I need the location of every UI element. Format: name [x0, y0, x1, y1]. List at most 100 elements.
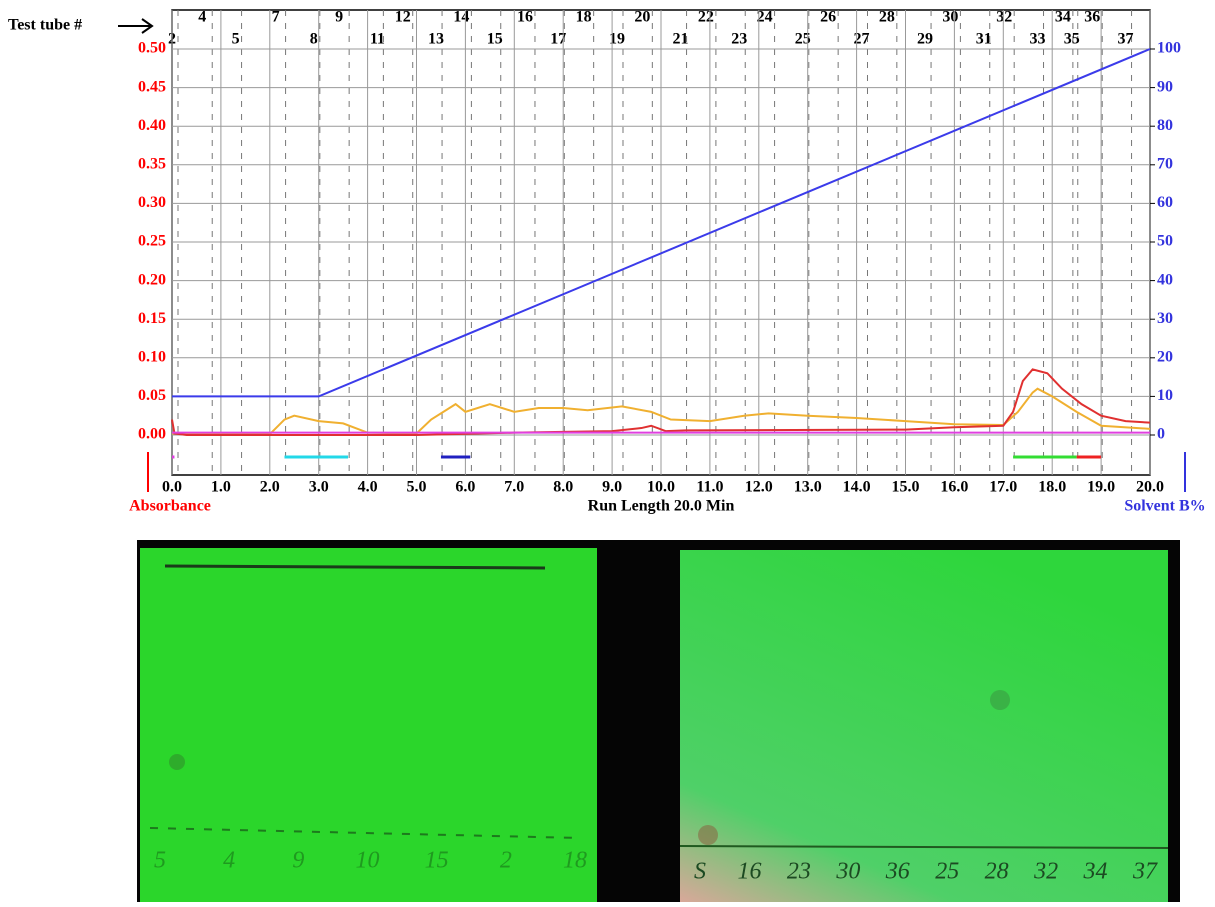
tube-label: 36 [1084, 9, 1100, 26]
lane-label: S [694, 859, 706, 885]
tube-label: 5 [232, 31, 240, 48]
y-tick-label: 0.05 [138, 387, 166, 404]
lane-label: 9 [292, 848, 304, 874]
spot [698, 825, 718, 845]
y-tick-label: 0.40 [138, 117, 166, 134]
lane-label: 10 [356, 848, 380, 874]
x-tick-label: 5.0 [407, 479, 427, 496]
y2-tick-label: 60 [1157, 194, 1173, 211]
x-tick-label: 15.0 [892, 479, 920, 496]
tube-label: 37 [1118, 31, 1134, 48]
lane-label: 28 [985, 859, 1009, 885]
tlc-plate [140, 548, 597, 902]
y2-tick-label: 10 [1157, 387, 1173, 404]
x-axis-title: Run Length 20.0 Min [588, 498, 735, 515]
x-tick-label: 1.0 [211, 479, 231, 496]
y-tick-label: 0.25 [138, 233, 166, 250]
tube-label: 18 [576, 9, 592, 26]
y-tick-label: 0.15 [138, 310, 166, 327]
lane-label: 34 [1083, 859, 1108, 885]
lane-label: 23 [787, 859, 811, 885]
x-tick-label: 12.0 [745, 479, 773, 496]
x-tick-label: 10.0 [647, 479, 675, 496]
tube-label: 7 [272, 9, 280, 26]
x-tick-label: 2.0 [260, 479, 280, 496]
x-tick-label: 18.0 [1038, 479, 1066, 496]
tube-label: 12 [395, 9, 411, 26]
tube-label: 15 [487, 31, 503, 48]
tube-label: 22 [698, 9, 714, 26]
y-tick-label: 0.00 [138, 426, 166, 443]
tube-label: 16 [517, 9, 533, 26]
lane-label: 4 [223, 848, 235, 874]
tube-label: 14 [453, 9, 469, 26]
x-tick-label: 3.0 [309, 479, 329, 496]
tube-label: 23 [731, 31, 747, 48]
x-tick-label: 16.0 [940, 479, 968, 496]
y2-tick-label: 0 [1157, 426, 1165, 443]
lane-label: 5 [154, 848, 166, 874]
y-axis-title: Absorbance [129, 498, 211, 515]
lane-label: 16 [737, 859, 761, 885]
x-tick-label: 8.0 [553, 479, 573, 496]
x-tick-label: 7.0 [504, 479, 524, 496]
tube-label: 13 [428, 31, 444, 48]
y-tick-label: 0.30 [138, 194, 166, 211]
series-line [171, 387, 1151, 436]
y2-tick-label: 100 [1157, 40, 1181, 57]
tube-label: 19 [609, 31, 625, 48]
y2-tick-label: 80 [1157, 117, 1173, 134]
lane-label: 36 [885, 859, 910, 885]
tube-label: 17 [550, 31, 566, 48]
y2-axis-title: Solvent B% [1124, 498, 1205, 515]
y2-tick-label: 20 [1157, 348, 1173, 365]
x-tick-label: 17.0 [989, 479, 1017, 496]
series-line [172, 48, 1151, 398]
lane-label: 2 [500, 848, 512, 874]
tube-label: 11 [370, 31, 385, 48]
x-tick-label: 19.0 [1087, 479, 1115, 496]
tube-label: 26 [820, 9, 836, 26]
tube-label: 30 [942, 9, 958, 26]
baseline [679, 845, 1169, 849]
arrow [118, 18, 154, 34]
lane-label: 32 [1033, 859, 1058, 885]
spot [990, 690, 1010, 710]
x-tick-label: 0.0 [162, 479, 182, 496]
tube-label: 20 [634, 9, 650, 26]
lane-label: 15 [425, 848, 449, 874]
tube-label: 29 [917, 31, 933, 48]
tube-label: 8 [310, 31, 318, 48]
y-tick-label: 0.45 [138, 78, 166, 95]
y2-tick-label: 70 [1157, 155, 1173, 172]
y2-tick-label: 40 [1157, 271, 1173, 288]
tube-label: 32 [996, 9, 1012, 26]
x-tick-label: 14.0 [843, 479, 871, 496]
x-tick-label: 13.0 [794, 479, 822, 496]
tube-label: 4 [198, 9, 206, 26]
tube-label: 34 [1055, 9, 1071, 26]
tube-label: 9 [335, 9, 343, 26]
tube-label: 33 [1030, 31, 1046, 48]
lane-label: 30 [835, 859, 860, 885]
tube-label: 24 [757, 9, 773, 26]
series-line [171, 368, 1151, 436]
spot [169, 754, 185, 770]
tube-label: 31 [976, 31, 992, 48]
x-tick-label: 11.0 [696, 479, 723, 496]
tube-caption: Test tube # [8, 17, 82, 34]
y-tick-label: 0.50 [138, 40, 166, 57]
solvent-front [164, 564, 546, 570]
y-tick-label: 0.20 [138, 271, 166, 288]
lane-label: 37 [1132, 859, 1158, 885]
tube-label: 21 [673, 31, 689, 48]
tube-label: 35 [1064, 31, 1080, 48]
y2-tick-label: 50 [1157, 233, 1173, 250]
tube-label: 28 [879, 9, 895, 26]
tlc-plate [680, 550, 1168, 902]
x-tick-label: 9.0 [602, 479, 622, 496]
y2-tick-label: 30 [1157, 310, 1173, 327]
x-tick-label: 4.0 [358, 479, 378, 496]
tube-label: 25 [795, 31, 811, 48]
